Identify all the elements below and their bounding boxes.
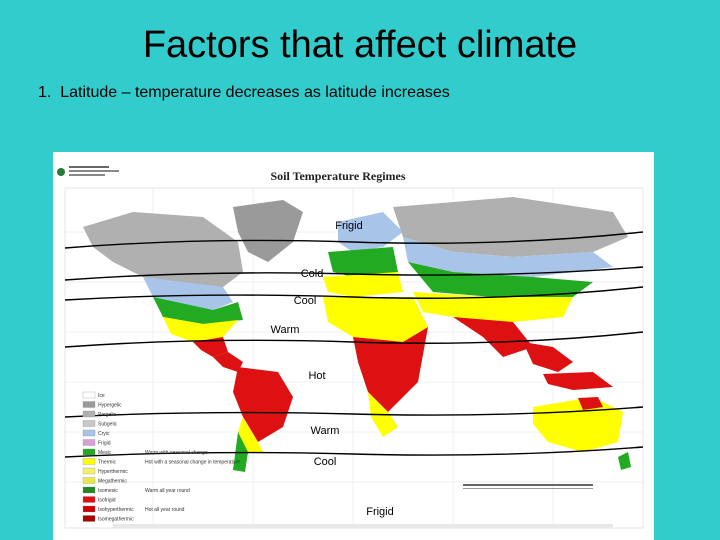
band-label-warm-south: Warm bbox=[311, 425, 340, 437]
legend-label: Ice bbox=[98, 393, 105, 399]
band-label-frigid-north: Frigid bbox=[335, 220, 363, 232]
soil-temperature-map: Soil Temperature Regimes bbox=[53, 152, 654, 540]
legend-swatch bbox=[82, 515, 96, 522]
map-title: Soil Temperature Regimes bbox=[270, 169, 405, 183]
bullet-text: Latitude – temperature decreases as lati… bbox=[60, 84, 450, 101]
legend-swatch bbox=[82, 401, 96, 408]
legend-swatch bbox=[82, 467, 96, 475]
africa-landmass bbox=[323, 297, 428, 437]
legend-label: Isomesic bbox=[98, 488, 118, 494]
legend-label: Isomegathermic bbox=[98, 517, 134, 523]
legend-swatch bbox=[82, 439, 96, 446]
indonesia-landmass bbox=[543, 372, 613, 390]
warm-hot-north-boundary bbox=[64, 331, 644, 348]
antarctica-landmass bbox=[113, 524, 613, 528]
legend-label: Cryic bbox=[98, 431, 110, 437]
hot-warm-south-boundary bbox=[64, 406, 644, 418]
legend-note: Hot all year round bbox=[145, 507, 185, 513]
band-label-warm-north: Warm bbox=[271, 324, 300, 336]
band-label-hot: Hot bbox=[308, 370, 325, 382]
legend-note: Warm with seasonal change bbox=[145, 450, 208, 456]
legend-swatch bbox=[82, 458, 96, 465]
legend-swatch bbox=[82, 429, 96, 437]
cool-warm-boundary bbox=[64, 286, 644, 301]
greenland-landmass bbox=[233, 200, 303, 262]
legend-swatch bbox=[82, 496, 96, 503]
usda-logo bbox=[57, 166, 119, 176]
legend-label: Isofrigid bbox=[98, 498, 116, 504]
south-america-landmass bbox=[213, 352, 293, 472]
slide-title: Factors that affect climate bbox=[142, 24, 578, 66]
asia-landmass bbox=[393, 197, 628, 372]
legend-swatch bbox=[82, 486, 96, 494]
legend-label: Isohyperthermic bbox=[98, 507, 134, 513]
legend-label: Subgelic bbox=[98, 422, 118, 428]
legend-swatch bbox=[82, 391, 96, 399]
legend-note: Warm all year round bbox=[145, 488, 190, 494]
cold-cool-boundary bbox=[64, 266, 644, 281]
map-svg: Soil Temperature Regimes bbox=[53, 152, 654, 540]
legend-label: Mesic bbox=[98, 450, 112, 456]
map-legend: Ice Hypergelic Pergelic Subgelic Cryic Frigid… bbox=[82, 391, 240, 523]
band-label-cold: Cold bbox=[301, 268, 324, 280]
legend-label: Megathermic bbox=[98, 479, 127, 485]
frigid-cold-boundary bbox=[64, 231, 644, 249]
australia-landmass bbox=[533, 397, 631, 470]
legend-label: Frigid bbox=[98, 441, 111, 447]
legend-swatch bbox=[82, 505, 96, 513]
warm-cool-south-boundary bbox=[64, 446, 644, 458]
scale-bar bbox=[463, 484, 593, 489]
north-america-landmass bbox=[83, 212, 243, 357]
legend-swatch bbox=[82, 448, 96, 456]
legend-label: Hypergelic bbox=[98, 403, 122, 409]
band-label-cool-south: Cool bbox=[314, 456, 337, 468]
legend-note: Hot with a seasonal change in temperatur… bbox=[145, 460, 240, 466]
legend-swatch bbox=[82, 477, 96, 484]
legend-swatch bbox=[82, 410, 96, 418]
legend-label: Pergelic bbox=[98, 412, 117, 418]
band-label-frigid-south: Frigid bbox=[366, 506, 394, 518]
legend-swatch bbox=[82, 420, 96, 427]
legend-label: Hyperthermic bbox=[98, 469, 128, 475]
bullet-number: 1. bbox=[38, 84, 52, 101]
bullet-point-latitude: 1. Latitude – temperature decreases as l… bbox=[38, 84, 450, 102]
band-label-cool-north: Cool bbox=[294, 295, 317, 307]
temperature-boundary-lines bbox=[64, 231, 644, 458]
legend-label: Thermic bbox=[98, 460, 117, 466]
